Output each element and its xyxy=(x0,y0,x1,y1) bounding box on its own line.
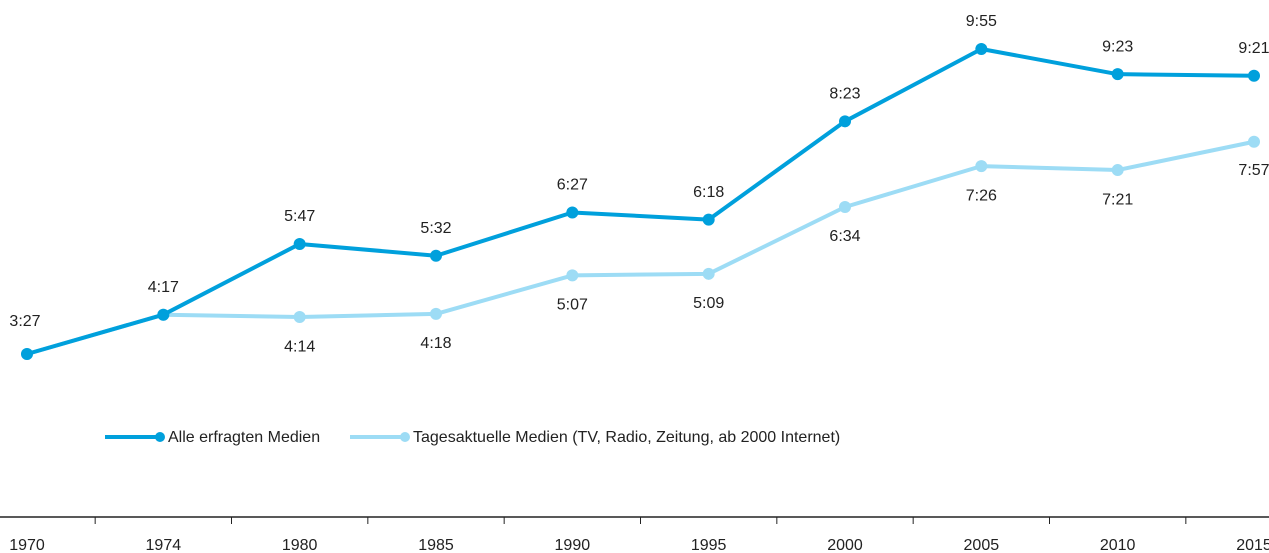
data-label: 5:47 xyxy=(284,208,315,225)
data-point xyxy=(157,308,170,321)
data-label: 4:14 xyxy=(284,338,315,355)
data-point xyxy=(839,115,851,128)
data-label: 7:57 xyxy=(1238,162,1269,179)
data-point xyxy=(293,311,306,324)
legend-marker xyxy=(155,432,165,442)
data-label: 3:27 xyxy=(9,313,40,330)
legend-marker xyxy=(400,432,410,442)
x-tick-label: 1990 xyxy=(555,537,591,553)
x-tick-label: 1995 xyxy=(691,537,727,553)
data-point xyxy=(975,160,988,173)
data-label: 5:09 xyxy=(693,295,724,312)
x-tick-label: 1974 xyxy=(146,537,182,553)
data-point xyxy=(293,237,306,250)
series-line xyxy=(26,47,1255,356)
x-tick-label: 2015 xyxy=(1236,537,1269,553)
data-label: 6:34 xyxy=(829,228,860,245)
x-tick-label: 1985 xyxy=(418,537,454,553)
legend-label: Tagesaktuelle Medien (TV, Radio, Zeitung… xyxy=(413,429,840,446)
data-point xyxy=(975,43,988,55)
data-point xyxy=(1248,69,1260,82)
data-label: 6:27 xyxy=(557,177,588,194)
data-label: 6:18 xyxy=(693,184,724,201)
data-point xyxy=(702,213,715,226)
data-label: 5:32 xyxy=(420,220,451,237)
x-tick-label: 1970 xyxy=(9,537,45,553)
data-point xyxy=(1111,68,1124,81)
data-label: 7:26 xyxy=(966,187,997,204)
data-label: 7:21 xyxy=(1102,191,1133,208)
data-label: 5:07 xyxy=(557,297,588,314)
x-tick-label: 2005 xyxy=(964,537,1000,553)
data-label: 4:17 xyxy=(148,279,179,296)
data-point xyxy=(566,269,579,282)
data-point xyxy=(430,249,442,262)
data-point xyxy=(839,201,851,214)
data-label: 9:23 xyxy=(1102,38,1133,55)
data-point xyxy=(21,348,33,360)
x-tick-label: 2000 xyxy=(827,537,863,553)
data-label: 9:55 xyxy=(966,13,997,30)
data-label: 9:21 xyxy=(1238,40,1269,57)
legend-label: Alle erfragten Medien xyxy=(168,429,320,446)
data-point xyxy=(430,307,442,320)
data-point xyxy=(1111,164,1124,177)
data-point xyxy=(566,206,579,219)
x-tick-label: 2010 xyxy=(1100,537,1136,553)
data-label: 8:23 xyxy=(829,86,860,103)
data-point xyxy=(1248,135,1260,148)
data-label: 4:18 xyxy=(420,335,451,352)
x-tick-label: 1980 xyxy=(282,537,318,553)
data-point xyxy=(702,267,715,280)
series-line xyxy=(26,139,1255,356)
